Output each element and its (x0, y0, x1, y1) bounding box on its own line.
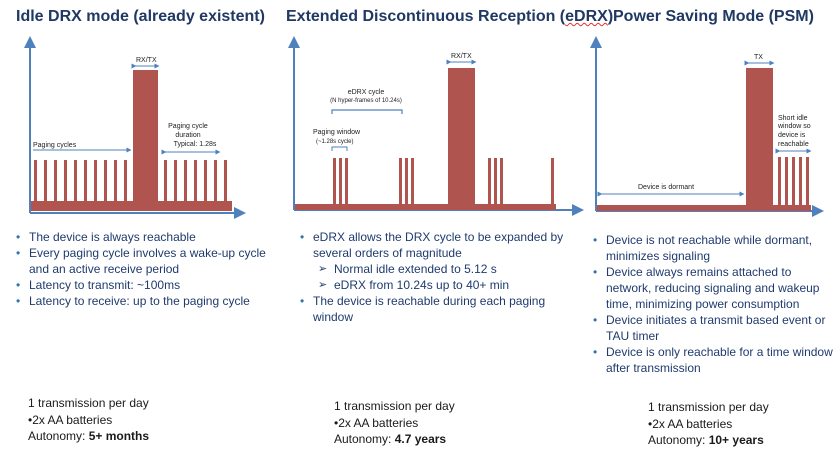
psm-tx-label: TX (754, 54, 763, 61)
edrx-footer: 1 transmission per day •2x AA batteries … (334, 399, 455, 446)
idle-drx-bullet-list: The device is always reachable Every pag… (16, 229, 268, 309)
svg-text:reachable: reachable (778, 141, 809, 148)
list-item: Device initiates a transmit based event … (593, 312, 835, 344)
edrx-rxtx-label: RX/TX (451, 53, 472, 60)
psm-dormant-label: Device is dormant (638, 184, 694, 191)
list-item: Device is not reachable while dormant, m… (593, 232, 835, 264)
psm-diagram: TX Device is dormant Short idle window s… (590, 36, 824, 217)
svg-text:Paging cycle: Paging cycle (168, 123, 208, 130)
edrx-paging-window-spikes (333, 158, 554, 205)
idle-drx-baseline (31, 201, 232, 211)
list-item: eDRX from 10.24s up to 40+ min (300, 277, 580, 293)
svg-text:duration: duration (175, 132, 200, 139)
psm-idle-window-spikes (778, 157, 809, 206)
idle-drx-rxtx-label: RX/TX (136, 57, 157, 64)
svg-text:window so: window so (777, 123, 811, 130)
list-item: The device is always reachable (16, 229, 268, 245)
psm-bullet-list: Device is not reachable while dormant, m… (593, 232, 835, 376)
edrx-diagram: RX/TX eDRX cycle (N hyper-frames of 10.2… (288, 36, 584, 216)
list-item: Every paging cycle involves a wake-up cy… (16, 245, 268, 277)
edrx-baseline (295, 204, 556, 210)
svg-text:Short idle: Short idle (778, 115, 808, 122)
psm-footer: 1 transmission per day •2x AA batteries … (648, 400, 769, 447)
idle-drx-rxtx-block (133, 70, 158, 202)
list-item: Device always remains attached to networ… (593, 264, 835, 312)
title-psm: Power Saving Mode (PSM) (613, 8, 814, 25)
psm-baseline (597, 205, 811, 211)
list-item: Latency to transmit: ~100ms (16, 277, 268, 293)
svg-text:device is: device is (778, 132, 806, 139)
svg-text:Paging window: Paging window (313, 129, 361, 136)
title-edrx: Extended Discontinuous Reception (eDRX) (286, 8, 614, 25)
edrx-bullet-list: eDRX allows the DRX cycle to be expanded… (300, 229, 580, 325)
idle-drx-paging-spikes (34, 160, 227, 202)
title-idle-drx: Idle DRX mode (already existent) (16, 8, 265, 25)
svg-text:Typical: 1.28s: Typical: 1.28s (174, 141, 217, 148)
svg-text:(N hyper-frames of 10.24s): (N hyper-frames of 10.24s) (330, 98, 402, 104)
list-item: Latency to receive: up to the paging cyc… (16, 293, 268, 309)
idle-drx-diagram: RX/TX Paging cycles Paging cycle duratio… (24, 36, 246, 219)
edrx-rxtx-block (448, 68, 475, 205)
idle-drx-paging-cycles-label: Paging cycles (33, 142, 77, 149)
list-item: Device is only reachable for a time wind… (593, 344, 835, 376)
idle-drx-footer: 1 transmission per day •2x AA batteries … (28, 396, 150, 443)
list-item: Normal idle extended to 5.12 s (300, 261, 580, 277)
svg-text:(~1.28s cycle): (~1.28s cycle) (316, 139, 354, 145)
psm-tx-block (746, 68, 773, 206)
list-item: eDRX allows the DRX cycle to be expanded… (300, 229, 580, 261)
list-item: The device is reachable during each pagi… (300, 293, 580, 325)
svg-text:eDRX cycle: eDRX cycle (348, 89, 385, 96)
